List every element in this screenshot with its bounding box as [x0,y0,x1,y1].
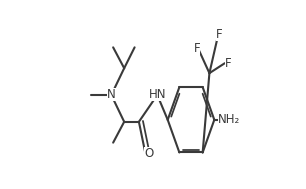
Text: F: F [216,28,222,41]
Text: NH₂: NH₂ [218,113,240,126]
Text: N: N [107,88,116,101]
Text: F: F [194,42,200,55]
Text: O: O [144,147,153,160]
Text: F: F [225,57,232,70]
Text: HN: HN [148,88,166,101]
